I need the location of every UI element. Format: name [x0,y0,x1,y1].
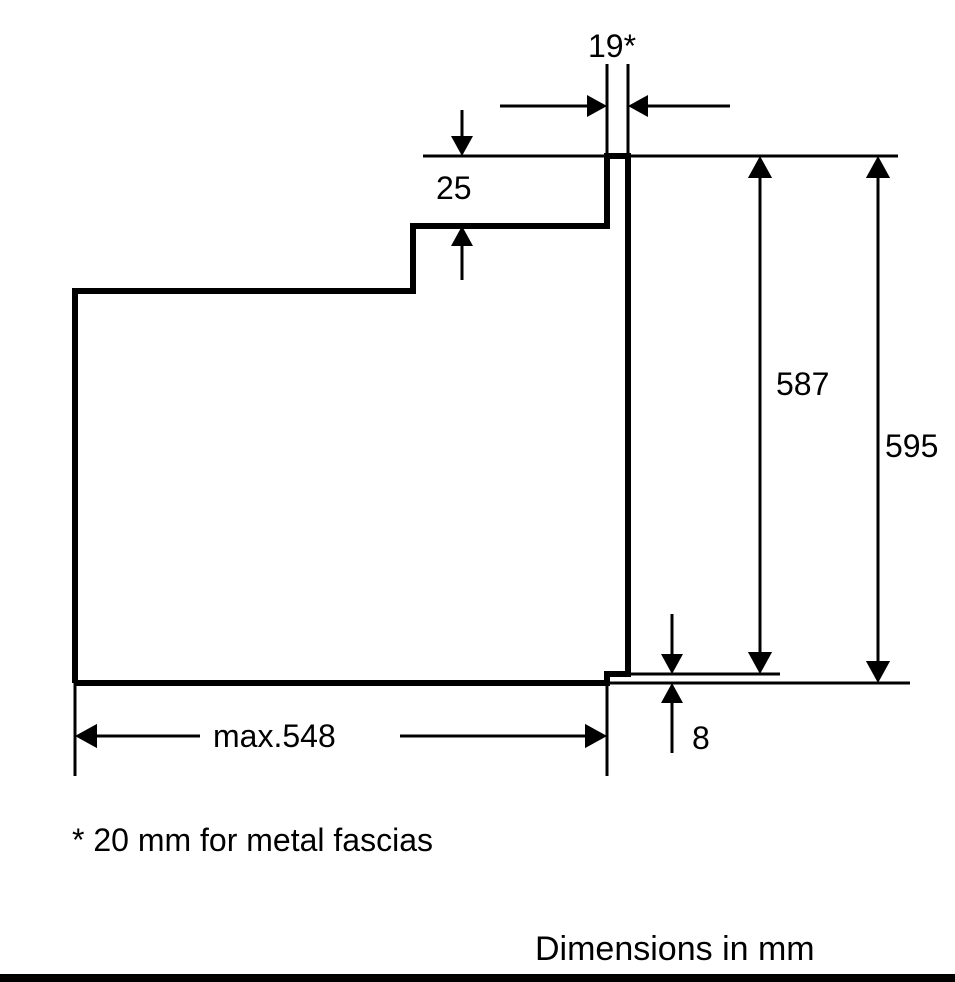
dim-587-label: 587 [776,366,829,403]
units-label: Dimensions in mm [535,930,815,969]
technical-drawing: 19* 25 587 595 8 max.548 * 20 mm for met… [0,0,955,982]
dim-595-label: 595 [885,428,938,465]
dim-8-label: 8 [692,720,710,757]
footnote-text: * 20 mm for metal fascias [72,822,433,859]
dim-width-label: max.548 [213,718,336,755]
dim-25-label: 25 [436,170,472,207]
dim-19-label: 19* [588,28,636,65]
